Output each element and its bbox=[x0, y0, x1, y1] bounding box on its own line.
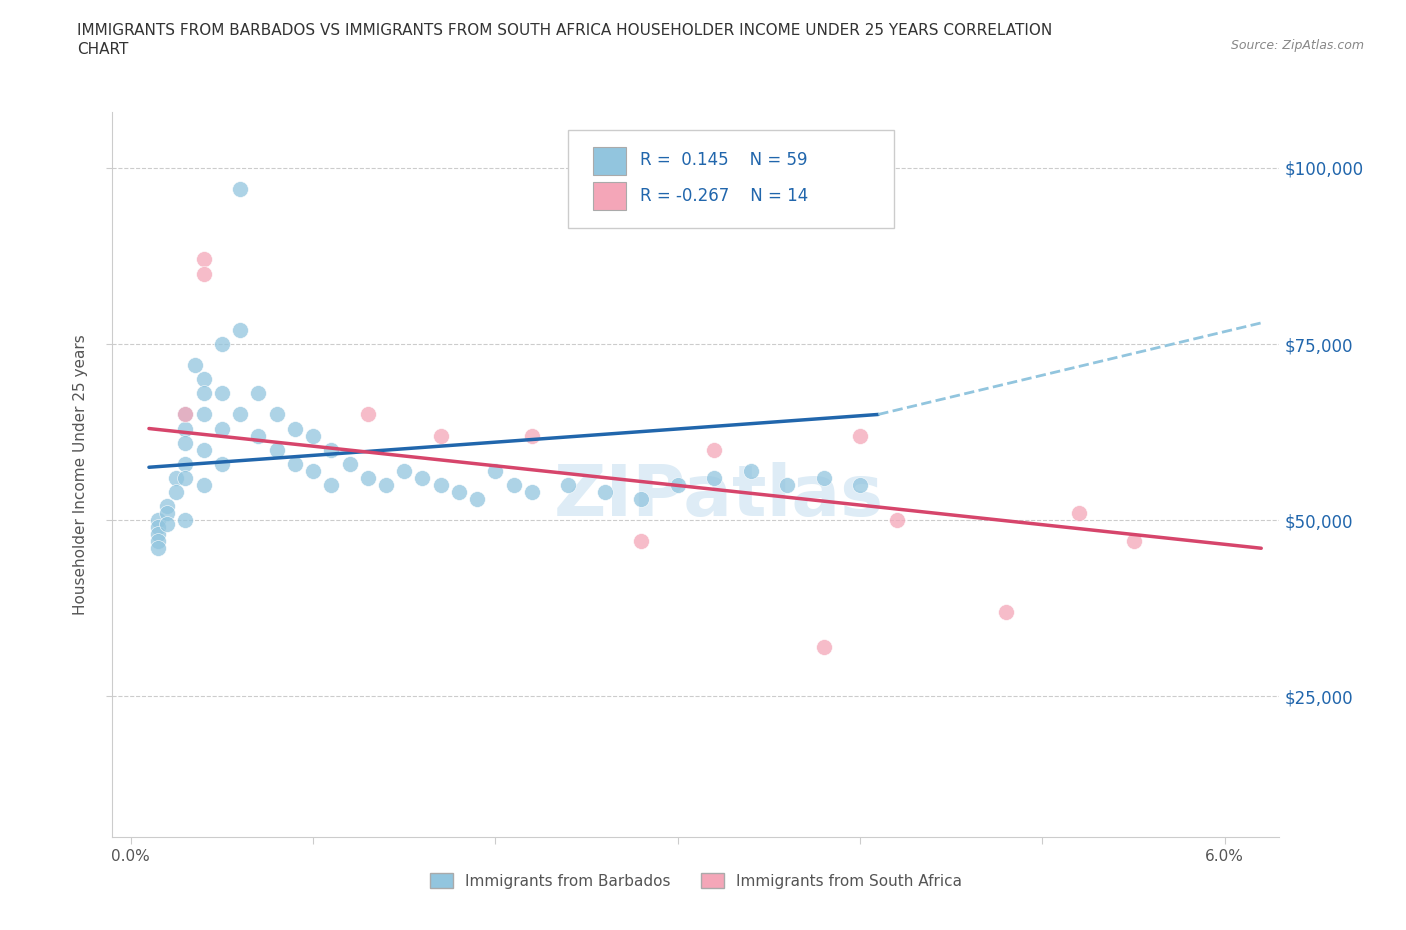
Point bbox=[174, 421, 197, 436]
Text: CHART: CHART bbox=[77, 42, 129, 57]
Point bbox=[229, 407, 252, 422]
Point bbox=[520, 485, 543, 499]
Point bbox=[193, 442, 215, 457]
Text: IMMIGRANTS FROM BARBADOS VS IMMIGRANTS FROM SOUTH AFRICA HOUSEHOLDER INCOME UNDE: IMMIGRANTS FROM BARBADOS VS IMMIGRANTS F… bbox=[77, 23, 1053, 38]
Text: R =  0.145    N = 59: R = 0.145 N = 59 bbox=[640, 152, 807, 169]
Point bbox=[193, 372, 215, 387]
Point bbox=[886, 512, 908, 527]
Point bbox=[174, 471, 197, 485]
Point bbox=[849, 428, 872, 443]
Bar bbox=[593, 147, 626, 175]
Point bbox=[394, 463, 416, 478]
Point bbox=[266, 407, 288, 422]
Point bbox=[174, 457, 197, 472]
Point bbox=[375, 477, 398, 492]
Point bbox=[284, 421, 307, 436]
Point bbox=[146, 526, 169, 541]
FancyBboxPatch shape bbox=[568, 130, 894, 228]
Point bbox=[321, 442, 343, 457]
Point bbox=[193, 266, 215, 281]
Point bbox=[165, 485, 187, 499]
Point bbox=[302, 463, 325, 478]
Point bbox=[211, 421, 233, 436]
Point bbox=[703, 442, 725, 457]
Point bbox=[156, 506, 179, 521]
Point bbox=[193, 386, 215, 401]
Point bbox=[465, 492, 488, 507]
Point bbox=[1067, 506, 1090, 521]
Text: Source: ZipAtlas.com: Source: ZipAtlas.com bbox=[1230, 39, 1364, 52]
Point bbox=[339, 457, 361, 472]
Point bbox=[429, 428, 451, 443]
Point bbox=[813, 640, 835, 655]
Point bbox=[156, 498, 179, 513]
Point bbox=[211, 457, 233, 472]
Point bbox=[174, 407, 197, 422]
Point bbox=[146, 512, 169, 527]
Point bbox=[193, 407, 215, 422]
Point bbox=[211, 337, 233, 352]
Point bbox=[247, 428, 270, 443]
Point bbox=[429, 477, 451, 492]
Point bbox=[193, 477, 215, 492]
Point bbox=[776, 477, 799, 492]
Point bbox=[266, 442, 288, 457]
Point bbox=[146, 541, 169, 556]
Point bbox=[174, 512, 197, 527]
Point bbox=[183, 358, 205, 373]
Point bbox=[813, 471, 835, 485]
Point bbox=[994, 604, 1017, 619]
Point bbox=[284, 457, 307, 472]
Text: R = -0.267    N = 14: R = -0.267 N = 14 bbox=[640, 187, 808, 205]
Point bbox=[146, 520, 169, 535]
Point bbox=[146, 534, 169, 549]
Point bbox=[357, 407, 380, 422]
Point bbox=[229, 181, 252, 196]
Bar bbox=[593, 182, 626, 209]
Point bbox=[849, 477, 872, 492]
Point bbox=[484, 463, 506, 478]
Point bbox=[520, 428, 543, 443]
Point bbox=[229, 323, 252, 338]
Y-axis label: Householder Income Under 25 years: Householder Income Under 25 years bbox=[73, 334, 89, 615]
Point bbox=[447, 485, 470, 499]
Point bbox=[193, 252, 215, 267]
Point bbox=[703, 471, 725, 485]
Point bbox=[165, 471, 187, 485]
Point bbox=[156, 516, 179, 531]
Text: ZIPatlas: ZIPatlas bbox=[554, 461, 884, 530]
Point bbox=[321, 477, 343, 492]
Point bbox=[630, 534, 652, 549]
Point bbox=[502, 477, 524, 492]
Point bbox=[174, 407, 197, 422]
Point bbox=[740, 463, 762, 478]
Point bbox=[1122, 534, 1144, 549]
Point bbox=[174, 435, 197, 450]
Point bbox=[302, 428, 325, 443]
Point bbox=[357, 471, 380, 485]
Legend: Immigrants from Barbados, Immigrants from South Africa: Immigrants from Barbados, Immigrants fro… bbox=[423, 867, 969, 895]
Point bbox=[411, 471, 433, 485]
Point bbox=[557, 477, 579, 492]
Point bbox=[247, 386, 270, 401]
Point bbox=[630, 492, 652, 507]
Point bbox=[211, 386, 233, 401]
Point bbox=[666, 477, 689, 492]
Point bbox=[593, 485, 616, 499]
